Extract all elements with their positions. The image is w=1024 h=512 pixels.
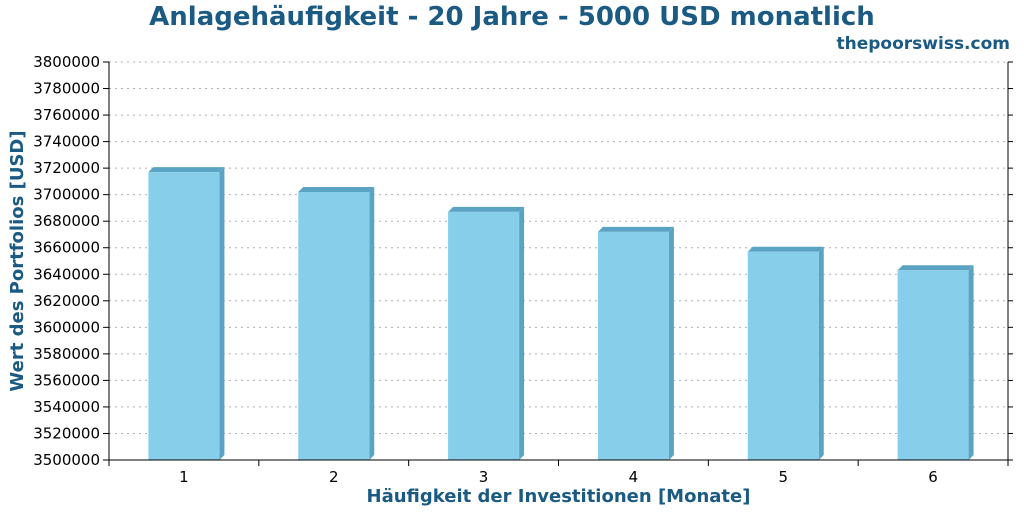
bar-top [597, 226, 674, 232]
y-tick-label: 3700000 [33, 186, 100, 204]
y-tick-label: 3620000 [33, 292, 100, 310]
bar-side [519, 206, 525, 460]
bar-front [148, 172, 220, 460]
bar-2 [298, 187, 375, 460]
bar-front [897, 270, 969, 460]
bar-side [219, 167, 225, 460]
y-tick-label: 3680000 [33, 212, 100, 230]
bar-side [968, 265, 974, 460]
y-tick-label: 3780000 [33, 80, 100, 98]
x-tick-labels: 1 2 3 4 5 6 [179, 468, 938, 486]
x-tick-label: 5 [778, 468, 788, 486]
y-tick-label: 3720000 [33, 159, 100, 177]
y-tick-labels: 3500000 3520000 3540000 3560000 3580000 36000… [33, 53, 100, 469]
bar-front [298, 192, 370, 460]
x-tick-label: 2 [329, 468, 339, 486]
bar-front [597, 231, 669, 460]
x-tick-label: 3 [479, 468, 489, 486]
bar-5 [747, 246, 824, 460]
x-tick-label: 1 [179, 468, 189, 486]
bar-3 [448, 206, 525, 460]
y-tick-label: 3520000 [33, 424, 100, 442]
chart-title: Anlagehäufigkeit - 20 Jahre - 5000 USD m… [149, 2, 875, 32]
y-tick-label: 3560000 [33, 371, 100, 389]
bar-side [369, 187, 375, 460]
x-tick-label: 4 [629, 468, 639, 486]
bar-6 [897, 265, 974, 460]
x-axis-title: Häufigkeit der Investitionen [Monate] [367, 486, 751, 507]
bar-front [448, 211, 520, 460]
y-axis-title: Wert des Portfolios [USD] [7, 130, 28, 391]
y-tick-label: 3760000 [33, 106, 100, 124]
bar-4 [597, 226, 674, 460]
y-tick-label: 3800000 [33, 53, 100, 71]
y-tick-label: 3580000 [33, 345, 100, 363]
bars [148, 167, 974, 460]
bar-1 [148, 167, 225, 460]
y-tick-label: 3500000 [33, 451, 100, 469]
grid-lines [109, 61, 1008, 434]
bar-top [448, 206, 525, 212]
y-tick-label: 3600000 [33, 318, 100, 336]
axes [103, 61, 1013, 466]
y-tick-label: 3640000 [33, 265, 100, 283]
bar-side [818, 246, 824, 460]
bar-top [148, 167, 225, 173]
x-tick-label: 6 [928, 468, 938, 486]
y-tick-label: 3660000 [33, 239, 100, 257]
bar-side [668, 226, 674, 460]
bar-top [897, 265, 974, 271]
y-tick-label: 3740000 [33, 133, 100, 151]
watermark: thepoorswiss.com [836, 34, 1011, 54]
y-tick-label: 3540000 [33, 398, 100, 416]
bar-front [747, 251, 819, 460]
bar-top [298, 187, 375, 193]
bar-top [747, 246, 824, 252]
